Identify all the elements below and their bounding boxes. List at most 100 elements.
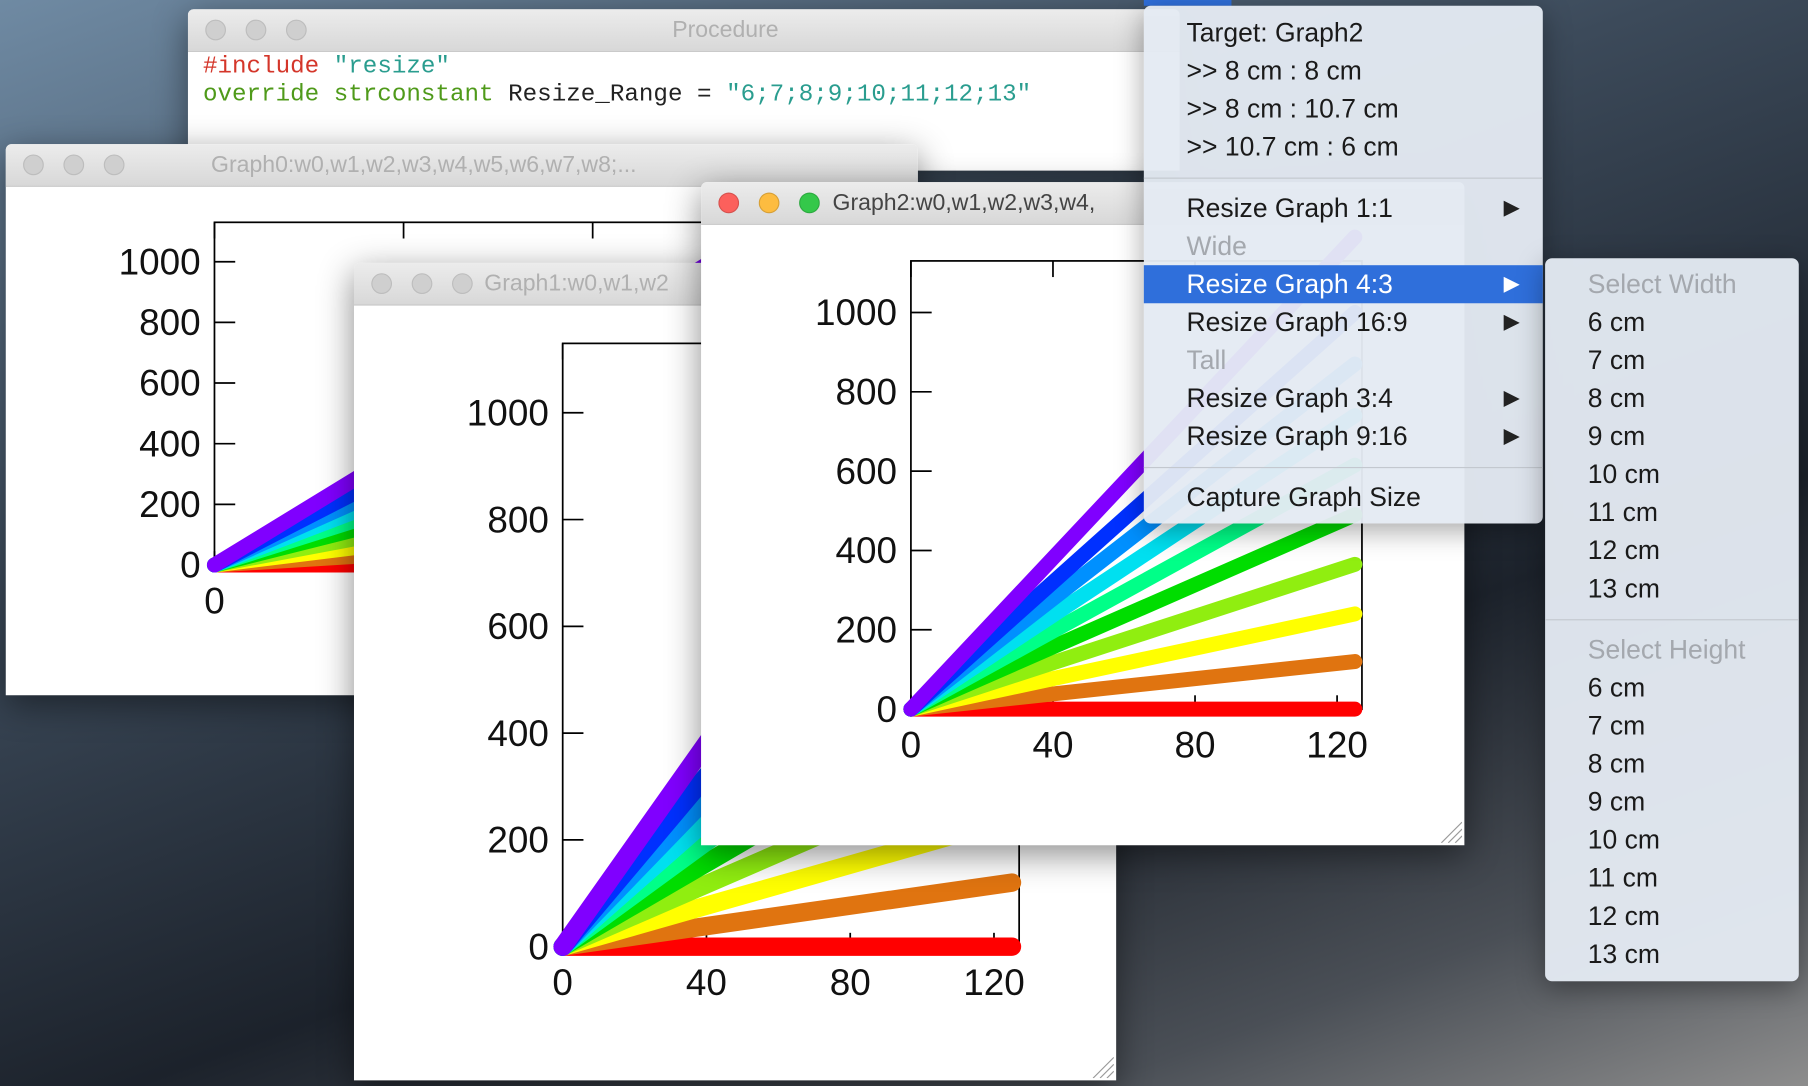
- close-button[interactable]: [718, 192, 740, 214]
- menu-item[interactable]: 7 cm: [1545, 341, 1799, 379]
- y-tick-label: 1000: [467, 392, 549, 433]
- zoom-button[interactable]: [451, 273, 473, 295]
- menu-item[interactable]: Resize Graph 3:4: [1144, 379, 1543, 417]
- menu-item[interactable]: 9 cm: [1545, 417, 1799, 455]
- menu-item-label: Select Height: [1587, 634, 1746, 665]
- menu-item[interactable]: Resize Graph 16:9: [1144, 303, 1543, 341]
- y-tick-label: 0: [877, 689, 898, 730]
- grip-line: [1099, 1063, 1114, 1079]
- x-tick-label: 120: [963, 962, 1025, 1003]
- grip-line: [1454, 835, 1463, 843]
- y-tick-label: 800: [139, 302, 201, 343]
- y-tick-label: 400: [487, 713, 549, 754]
- y-tick-label: 600: [487, 606, 549, 647]
- arrow-shape: [1503, 200, 1520, 217]
- grip-line: [1440, 821, 1463, 843]
- x-tick-label: 120: [1306, 725, 1368, 766]
- menu-item[interactable]: >> 10.7 cm : 6 cm: [1144, 128, 1543, 166]
- submenu-arrow: [1503, 314, 1520, 331]
- menu-item[interactable]: Target: Graph2: [1144, 14, 1543, 52]
- submenu-arrow: [1503, 390, 1520, 408]
- menu-item[interactable]: 6 cm: [1545, 669, 1799, 707]
- menu-item-label: Tall: [1186, 344, 1227, 375]
- wave-line: [903, 654, 1363, 717]
- submenu-arrow: [1503, 276, 1520, 293]
- menu-item-label: 9 cm: [1587, 786, 1646, 817]
- menu-item-label: >> 8 cm : 10.7 cm: [1186, 93, 1399, 124]
- y-tick-label: 0: [528, 926, 549, 967]
- menu-item-label: 11 cm: [1587, 862, 1659, 893]
- window-title: Graph2:w0,w1,w2,w3,w4,: [832, 190, 1096, 216]
- menu-item[interactable]: 10 cm: [1545, 455, 1799, 493]
- grip-line: [1106, 1070, 1114, 1079]
- menu-item[interactable]: 8 cm: [1545, 379, 1799, 417]
- resize-grip[interactable]: [1088, 1053, 1114, 1079]
- menu-bar-highlight: [1143, 0, 1232, 6]
- menu-item-label: Resize Graph 4:3: [1186, 268, 1393, 299]
- menu-item[interactable]: 12 cm: [1545, 897, 1799, 935]
- title-bar: Graph0:w0,w1,w2,w3,w4,w5,w6,w7,w8;...: [5, 144, 918, 187]
- menu-item-label: 9 cm: [1587, 420, 1646, 451]
- minimize-button[interactable]: [245, 19, 267, 41]
- window-title: Graph1:w0,w1,w2: [484, 270, 669, 297]
- menu-item[interactable]: 7 cm: [1545, 707, 1799, 745]
- x-tick-label: 0: [552, 962, 573, 1003]
- code-token: Resize_Range =: [508, 81, 727, 109]
- menu-item: Wide: [1144, 227, 1543, 265]
- zoom-button[interactable]: [285, 19, 307, 41]
- menu-item[interactable]: >> 8 cm : 8 cm: [1144, 52, 1543, 90]
- submenu-arrow: [1503, 428, 1520, 446]
- menu-item[interactable]: 9 cm: [1545, 783, 1799, 821]
- arrow-shape: [1503, 390, 1520, 408]
- menu-item[interactable]: 11 cm: [1545, 494, 1799, 532]
- menu-item-label: 10 cm: [1587, 458, 1660, 489]
- menu-item[interactable]: Resize Graph 1:1: [1144, 189, 1543, 227]
- menu-item[interactable]: >> 8 cm : 10.7 cm: [1144, 90, 1543, 128]
- menu-item-label: Resize Graph 3:4: [1186, 382, 1393, 413]
- menu-item[interactable]: 8 cm: [1545, 745, 1799, 783]
- resize-grip[interactable]: [1437, 818, 1463, 843]
- minimize-button[interactable]: [63, 154, 85, 176]
- x-tick-label: 0: [204, 580, 225, 621]
- y-tick-label: 200: [836, 609, 898, 650]
- menu-item-label: >> 8 cm : 8 cm: [1186, 55, 1362, 86]
- close-button[interactable]: [371, 273, 393, 295]
- menu-item[interactable]: 11 cm: [1545, 859, 1799, 897]
- title-bar: Procedure: [187, 9, 1180, 52]
- menu-separator: [1143, 177, 1543, 179]
- window-title: Graph0:w0,w1,w2,w3,w4,w5,w6,w7,w8;...: [211, 152, 637, 178]
- x-tick-label: 40: [1032, 725, 1073, 766]
- menu-item-label: 6 cm: [1587, 306, 1646, 337]
- code-token: "6;7;8;9;10;11;12;13": [726, 81, 1032, 109]
- menu-item: Select Width: [1545, 265, 1799, 303]
- menu-item-label: Wide: [1186, 230, 1247, 261]
- menu-item-label: 7 cm: [1587, 710, 1646, 741]
- menu-item[interactable]: 12 cm: [1545, 532, 1799, 570]
- arrow-shape: [1503, 276, 1520, 293]
- grip-line: [1447, 828, 1463, 843]
- minimize-button[interactable]: [758, 192, 780, 214]
- menu-item[interactable]: Resize Graph 4:3: [1143, 265, 1543, 304]
- zoom-button[interactable]: [799, 192, 820, 214]
- x-tick-label: 80: [1175, 725, 1216, 766]
- menu-item-label: 13 cm: [1587, 938, 1660, 969]
- minimize-button[interactable]: [411, 273, 433, 295]
- zoom-button[interactable]: [103, 154, 125, 176]
- y-tick-label: 200: [487, 820, 549, 861]
- menu-item[interactable]: Capture Graph Size: [1144, 479, 1543, 517]
- close-button[interactable]: [23, 154, 44, 176]
- menu-item[interactable]: Resize Graph 9:16: [1144, 417, 1543, 455]
- close-button[interactable]: [205, 19, 226, 41]
- y-tick-label: 0: [180, 545, 201, 586]
- y-tick-label: 600: [836, 451, 898, 492]
- menu-item[interactable]: 10 cm: [1545, 821, 1799, 859]
- window-title: Procedure: [672, 17, 779, 43]
- code-token: #include: [202, 54, 334, 81]
- menu-item[interactable]: 13 cm: [1545, 570, 1799, 608]
- menu-item[interactable]: 13 cm: [1545, 935, 1799, 973]
- y-tick-label: 1000: [815, 292, 897, 333]
- menu-item[interactable]: 6 cm: [1545, 303, 1799, 341]
- y-tick-label: 400: [139, 423, 201, 464]
- y-tick-label: 1000: [119, 241, 201, 282]
